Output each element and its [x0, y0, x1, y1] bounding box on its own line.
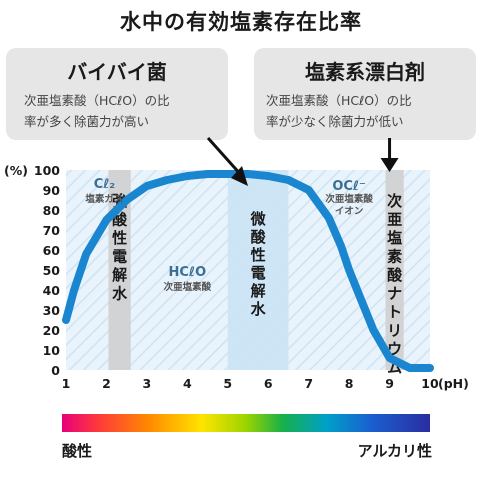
card-right-desc-line2: 率が少なく除菌力が低い — [266, 114, 404, 129]
x-tick-6: 6 — [264, 376, 273, 391]
species-label-2-2: イオン — [335, 206, 364, 217]
x-tick-2: 2 — [102, 376, 111, 391]
species-label-0-0: Cℓ₂ — [94, 177, 115, 192]
x-tick-4: 4 — [183, 376, 192, 391]
acidic-label: 酸性 — [62, 442, 93, 460]
x-tick-1: 1 — [62, 376, 71, 391]
band-0 — [108, 170, 131, 370]
y-tick-50: 50 — [43, 263, 61, 278]
card-left-desc: 次亜塩素酸（HCℓO）の比 率が多く除菌力が高い — [24, 90, 216, 132]
band-1 — [227, 170, 289, 370]
y-axis-unit: (%) — [4, 163, 28, 178]
chlorine-ratio-chart: 強酸性電解水 微酸性電解水 次亜塩素酸ナトリウム 0 10 20 30 40 50 60 70 80… — [4, 136, 469, 391]
x-tick-3: 3 — [143, 376, 152, 391]
card-right-desc: 次亜塩素酸（HCℓO）の比 率が少なく除菌力が低い — [266, 90, 464, 132]
y-tick-90: 90 — [43, 183, 61, 198]
ph-spectrum-bar — [62, 414, 430, 432]
band-label-1: 微酸性電解水 — [250, 210, 267, 318]
chart-title: 水中の有効塩素存在比率 — [120, 10, 362, 34]
x-tick-5: 5 — [223, 376, 232, 391]
band-2 — [385, 170, 404, 370]
arrow-left-shaft — [206, 136, 244, 178]
y-tick-80: 80 — [43, 203, 61, 218]
x-tick-7: 7 — [304, 376, 313, 391]
x-axis-unit: (pH) — [438, 376, 469, 391]
y-tick-70: 70 — [43, 223, 61, 238]
y-tick-60: 60 — [43, 243, 61, 258]
arrow-left-head — [231, 166, 248, 186]
band-label-2: 次亜塩素酸ナトリウム — [387, 192, 403, 377]
x-tick-8: 8 — [345, 376, 354, 391]
x-tick-9: 9 — [385, 376, 394, 391]
card-bye-germ: バイバイ菌 次亜塩素酸（HCℓO）の比 率が多く除菌力が高い — [6, 48, 228, 140]
card-chlorine-bleach: 塩素系漂白剤 次亜塩素酸（HCℓO）の比 率が少なく除菌力が低い — [254, 48, 476, 140]
y-tick-30: 30 — [43, 303, 61, 318]
arrow-right-head — [380, 158, 399, 172]
y-tick-0: 0 — [51, 363, 60, 378]
y-tick-100: 100 — [34, 163, 60, 178]
species-label-0-1: 塩素ガス — [85, 193, 123, 205]
species-label-1-1: 次亜塩素酸 — [164, 281, 212, 293]
card-left-title: バイバイ菌 — [67, 60, 167, 84]
y-tick-20: 20 — [43, 323, 61, 338]
y-tick-40: 40 — [43, 283, 61, 298]
alkaline-label: アルカリ性 — [357, 442, 432, 460]
band-label-0: 強酸性電解水 — [112, 192, 128, 303]
species-label-1-0: HCℓO — [169, 265, 207, 280]
hclo-ratio-curve — [62, 170, 434, 372]
card-left-desc-line1: 次亜塩素酸（HCℓO）の比 — [24, 93, 170, 108]
species-label-2-0: OCℓ⁻ — [332, 179, 366, 194]
card-right-desc-line1: 次亜塩素酸（HCℓO）の比 — [266, 93, 412, 108]
x-tick-10: 10 — [421, 376, 439, 391]
y-tick-10: 10 — [43, 343, 61, 358]
card-right-title: 塩素系漂白剤 — [305, 60, 425, 84]
species-label-2-1: 次亜塩素酸 — [325, 193, 373, 205]
card-left-desc-line2: 率が多く除菌力が高い — [24, 114, 150, 129]
